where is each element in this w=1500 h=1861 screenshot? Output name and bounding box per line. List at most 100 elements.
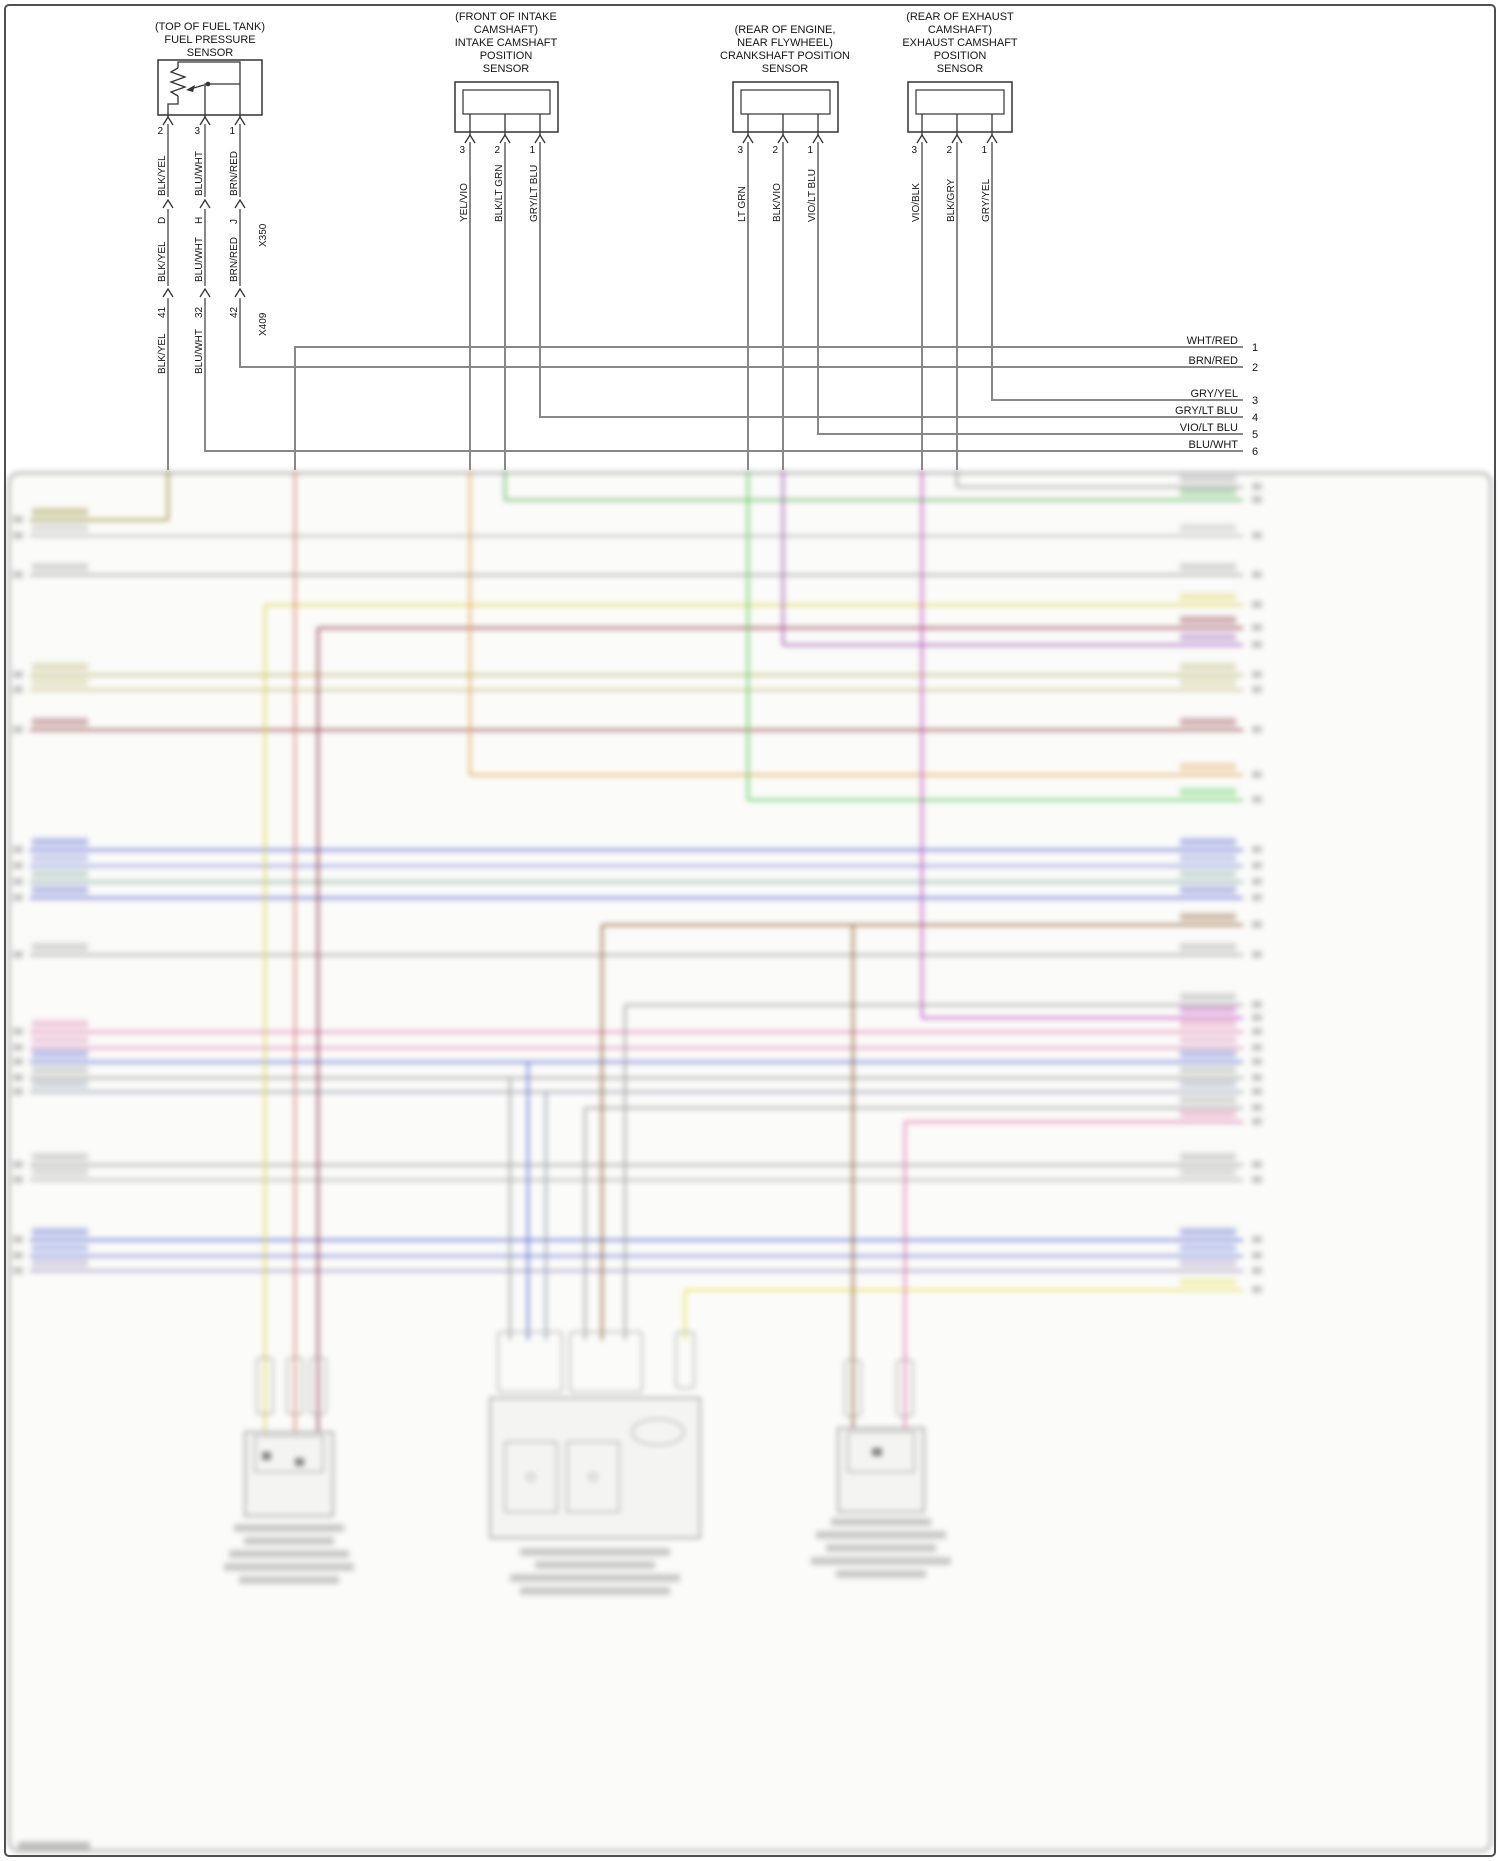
sensor-header-line: (REAR OF ENGINE, — [735, 24, 836, 36]
inline-connector-x350: D H J BLK/YEL BLU/WHT BRN/RED X350 — [157, 199, 269, 282]
bus-wire-label: BRN/RED — [1188, 355, 1238, 367]
blur-smudge — [1180, 633, 1236, 641]
sensor-header-line: INTAKE CAMSHAFT — [455, 37, 558, 49]
blurred-connector — [309, 1357, 327, 1415]
blur-smudge — [1180, 1050, 1236, 1058]
blur-smudge — [1180, 913, 1236, 921]
intake-camshaft-position-sensor: (FRONT OF INTAKE CAMSHAFT) INTAKE CAMSHA… — [454, 11, 559, 222]
blur-smudge — [32, 1036, 88, 1044]
sensor-header-line: SENSOR — [762, 63, 809, 75]
blur-smudge — [13, 1267, 23, 1274]
connector-pin-id: D — [157, 217, 168, 224]
wire-label: BLK/LT GRN — [494, 165, 505, 222]
connector-chevron — [234, 116, 246, 126]
connector-pin-id: 42 — [229, 306, 240, 318]
blur-smudge — [32, 1050, 88, 1058]
wire-label: BLU/WHT — [194, 329, 205, 374]
connector-chevron — [812, 134, 824, 144]
blur-smudge — [1180, 763, 1236, 771]
blur-smudge — [13, 532, 23, 539]
connector-chevron — [499, 134, 511, 144]
blur-smudge — [1252, 878, 1262, 885]
sensor-header-line: (TOP OF FUEL TANK) — [155, 21, 265, 33]
bus-wire-number: 5 — [1252, 429, 1258, 441]
bus-wire-label: GRY/LT BLU — [1175, 405, 1238, 417]
pin-number: 2 — [494, 145, 500, 156]
blur-smudge — [1180, 788, 1236, 796]
potentiometer-lead — [177, 61, 241, 115]
sensor-box — [907, 81, 1013, 133]
blurred-connector — [569, 1331, 643, 1393]
connector-chevron — [162, 116, 174, 126]
blurred-component-right — [811, 1427, 951, 1578]
blur-smudge — [32, 1020, 88, 1028]
bus-wire-label: BLU/WHT — [1189, 439, 1239, 451]
blurred-wiring-bottom — [8, 470, 1492, 1852]
connector-chevron — [464, 134, 476, 144]
blur-smudge — [1180, 1080, 1236, 1088]
wire-label: LT GRN — [737, 186, 748, 222]
blur-smudge — [1252, 571, 1262, 578]
blur-smudge — [1180, 1036, 1236, 1044]
sensor-header-line: POSITION — [934, 50, 987, 62]
sensor-box — [732, 81, 839, 133]
connector-chevron — [199, 288, 211, 298]
sensor-box — [157, 59, 263, 116]
wire-label: BLK/YEL — [157, 333, 168, 374]
blur-smudge — [13, 1252, 23, 1259]
wire-label: GRY/YEL — [981, 178, 992, 222]
blur-smudge — [1180, 1020, 1236, 1028]
blur-smudge — [1252, 951, 1262, 958]
blur-smudge — [1180, 1153, 1236, 1161]
inline-connector-x409: 41 32 42 BLK/YEL BLU/WHT X409 — [157, 288, 269, 374]
bus-wire-number: 4 — [1252, 412, 1258, 424]
sensor-header-line: SENSOR — [187, 47, 234, 59]
blur-smudge — [32, 678, 88, 686]
blur-smudge — [1252, 921, 1262, 928]
blur-smudge — [1252, 894, 1262, 901]
blur-smudge — [1180, 1259, 1236, 1267]
blur-smudge — [13, 1088, 23, 1095]
blur-smudge — [1252, 601, 1262, 608]
blur-smudge — [1252, 1044, 1262, 1051]
pin-number: 2 — [946, 145, 952, 156]
blur-smudge — [1252, 1058, 1262, 1065]
wire-label: VIO/LT BLU — [807, 169, 818, 222]
connector-chevron — [742, 134, 754, 144]
sensor-pin-stubs — [921, 114, 993, 132]
blur-smudge — [1252, 846, 1262, 853]
connector-chevron — [951, 134, 963, 144]
blur-smudge — [1180, 1244, 1236, 1252]
blur-smudge — [13, 1058, 23, 1065]
blur-smudge — [1252, 641, 1262, 648]
blur-smudge — [1252, 671, 1262, 678]
blur-smudge — [1252, 1104, 1262, 1111]
wire-label: BLU/WHT — [194, 151, 205, 196]
sensor-box — [454, 81, 559, 133]
blur-smudge — [1252, 1028, 1262, 1035]
blurred-connector — [497, 1331, 563, 1393]
blurred-connector — [896, 1359, 914, 1417]
wire-label: BLU/WHT — [194, 237, 205, 282]
blur-smudge — [1252, 771, 1262, 778]
blur-smudge — [1180, 1096, 1236, 1104]
blur-smudge — [1252, 1118, 1262, 1125]
blur-smudge — [1180, 838, 1236, 846]
bus-wire-label: GRY/YEL — [1191, 388, 1239, 400]
blur-smudge — [32, 1153, 88, 1161]
pin-number: 3 — [194, 126, 200, 137]
pin-number: 3 — [911, 145, 917, 156]
sensor-header-line: SENSOR — [937, 63, 984, 75]
blur-smudge — [1180, 993, 1236, 1001]
blur-smudge — [13, 1161, 23, 1168]
wire-label: YEL/VIO — [459, 183, 470, 222]
blur-smudge — [32, 718, 88, 726]
wire-wht-red — [294, 346, 1243, 470]
blur-smudge — [1180, 593, 1236, 601]
blur-smudge — [1180, 475, 1236, 483]
blur-smudge — [1180, 678, 1236, 686]
wire-vio-ltblu — [817, 132, 1243, 435]
connector-chevron — [199, 199, 211, 209]
sensor-pin-stubs — [469, 114, 541, 132]
blur-smudge — [1252, 726, 1262, 733]
